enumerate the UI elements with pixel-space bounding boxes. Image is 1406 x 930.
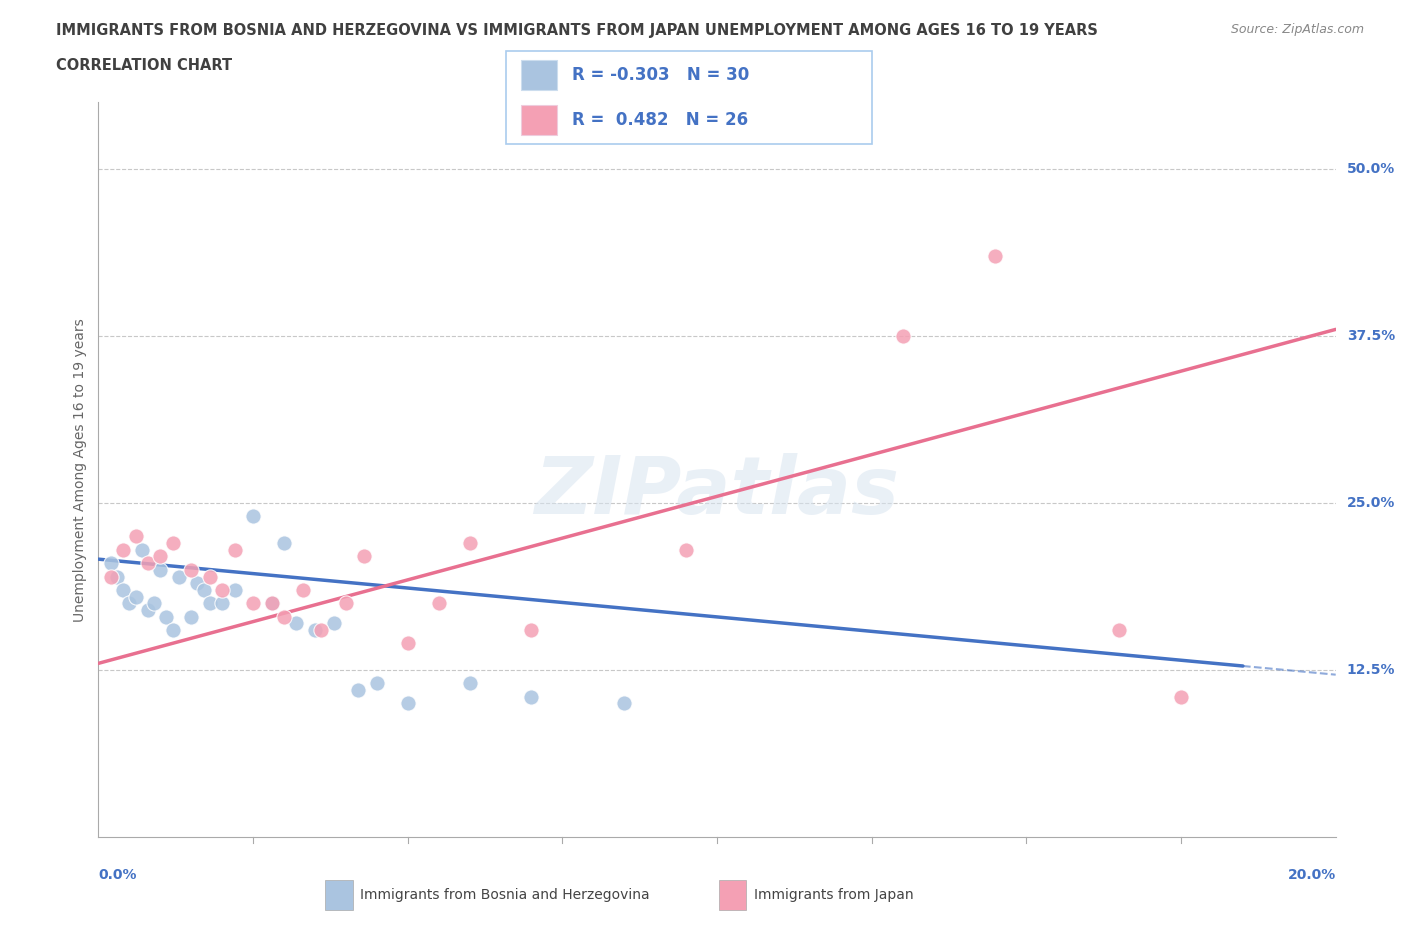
Text: R =  0.482   N = 26: R = 0.482 N = 26 — [572, 111, 748, 129]
Point — [1170, 689, 1192, 704]
Point — [162, 536, 184, 551]
Text: 37.5%: 37.5% — [1347, 329, 1395, 343]
Point — [396, 636, 419, 651]
Text: 12.5%: 12.5% — [1347, 663, 1395, 677]
Point — [193, 582, 215, 597]
Point — [366, 676, 388, 691]
Point — [260, 596, 283, 611]
Point — [167, 569, 190, 584]
Text: Immigrants from Bosnia and Herzegovina: Immigrants from Bosnia and Herzegovina — [360, 888, 650, 902]
Text: R = -0.303   N = 30: R = -0.303 N = 30 — [572, 66, 749, 85]
Text: CORRELATION CHART: CORRELATION CHART — [56, 58, 232, 73]
Point — [149, 563, 172, 578]
Point — [304, 622, 326, 637]
Point — [458, 676, 481, 691]
Point — [118, 596, 141, 611]
Point — [273, 609, 295, 624]
Point — [105, 569, 128, 584]
Text: Source: ZipAtlas.com: Source: ZipAtlas.com — [1230, 23, 1364, 36]
Point — [112, 542, 135, 557]
Point — [242, 596, 264, 611]
Point — [1108, 622, 1130, 637]
Point — [675, 542, 697, 557]
Point — [984, 248, 1007, 263]
Point — [520, 689, 543, 704]
Point — [396, 696, 419, 711]
Point — [198, 596, 221, 611]
Text: 0.0%: 0.0% — [98, 868, 136, 882]
Text: ZIPatlas: ZIPatlas — [534, 453, 900, 531]
Point — [347, 683, 370, 698]
Bar — [520, 60, 557, 90]
Point — [155, 609, 177, 624]
Point — [291, 582, 314, 597]
Point — [309, 622, 332, 637]
Text: 50.0%: 50.0% — [1347, 162, 1395, 176]
Point — [458, 536, 481, 551]
Point — [149, 549, 172, 564]
Point — [100, 556, 122, 571]
Point — [211, 596, 233, 611]
FancyBboxPatch shape — [506, 51, 872, 144]
Point — [273, 536, 295, 551]
Text: Immigrants from Japan: Immigrants from Japan — [754, 888, 914, 902]
Bar — [718, 881, 747, 910]
Point — [180, 563, 202, 578]
Point — [180, 609, 202, 624]
Point — [613, 696, 636, 711]
Point — [211, 582, 233, 597]
Bar — [520, 105, 557, 135]
Point — [335, 596, 357, 611]
Bar — [325, 881, 353, 910]
Point — [124, 589, 146, 604]
Text: 25.0%: 25.0% — [1347, 496, 1395, 510]
Point — [136, 556, 159, 571]
Point — [353, 549, 375, 564]
Point — [198, 569, 221, 584]
Point — [124, 529, 146, 544]
Text: IMMIGRANTS FROM BOSNIA AND HERZEGOVINA VS IMMIGRANTS FROM JAPAN UNEMPLOYMENT AMO: IMMIGRANTS FROM BOSNIA AND HERZEGOVINA V… — [56, 23, 1098, 38]
Point — [162, 622, 184, 637]
Point — [131, 542, 153, 557]
Point — [427, 596, 450, 611]
Point — [100, 569, 122, 584]
Text: 20.0%: 20.0% — [1288, 868, 1336, 882]
Point — [322, 616, 344, 631]
Point — [112, 582, 135, 597]
Point — [224, 582, 246, 597]
Point — [520, 622, 543, 637]
Point — [224, 542, 246, 557]
Y-axis label: Unemployment Among Ages 16 to 19 years: Unemployment Among Ages 16 to 19 years — [73, 318, 87, 621]
Point — [242, 509, 264, 524]
Point — [186, 576, 208, 591]
Point — [891, 328, 914, 343]
Point — [260, 596, 283, 611]
Point — [136, 603, 159, 618]
Point — [285, 616, 308, 631]
Point — [143, 596, 166, 611]
